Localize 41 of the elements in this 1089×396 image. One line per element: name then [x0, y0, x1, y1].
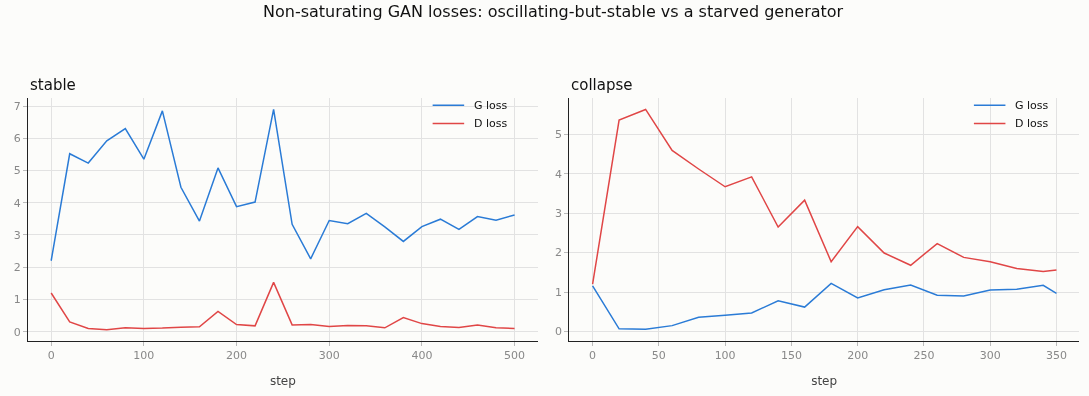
x-axis-title: step	[269, 374, 296, 389]
y-tick-label: 3	[555, 207, 563, 221]
x-tick-label: 100	[714, 349, 736, 363]
legend-label: D loss	[474, 117, 508, 130]
x-tick-label: 300	[979, 349, 1001, 363]
x-tick-label: 200	[226, 349, 248, 363]
y-tick-label: 2	[555, 246, 563, 260]
y-tick-label: 1	[13, 293, 21, 307]
y-tick-label: 3	[13, 228, 21, 242]
y-tick-label: 4	[555, 167, 563, 181]
legend-label: G loss	[474, 99, 508, 112]
x-tick-label: 0	[47, 349, 55, 363]
line-series	[591, 282, 1058, 330]
x-tick-label: 500	[504, 349, 526, 363]
y-tick-label: 6	[13, 132, 21, 146]
x-tick-label: 150	[780, 349, 802, 363]
x-tick-label: 100	[133, 349, 155, 363]
legend-label: G loss	[1015, 99, 1049, 112]
y-tick-label: 0	[555, 325, 563, 339]
x-tick-label: 400	[411, 349, 433, 363]
text: Non-saturating GAN losses: oscillating-but-stable vs a starved generator	[263, 2, 844, 21]
x-tick-label: 300	[318, 349, 340, 363]
chart-title: collapse	[571, 76, 633, 94]
y-tick-label: 7	[13, 99, 21, 113]
x-axis-title: step	[811, 374, 838, 389]
y-tick-label: 4	[13, 196, 21, 210]
y-tick-label: 0	[13, 325, 21, 339]
line-series	[50, 281, 516, 331]
y-tick-label: 1	[555, 285, 563, 299]
y-tick-label: 5	[555, 128, 563, 142]
x-tick-label: 200	[847, 349, 869, 363]
y-tick-label: 5	[13, 164, 21, 178]
x-tick-label: 250	[913, 349, 935, 363]
x-tick-label: 350	[1045, 349, 1067, 363]
x-tick-label: 50	[651, 349, 666, 363]
legend-label: D loss	[1015, 117, 1049, 130]
chart-title: stable	[30, 76, 76, 94]
x-tick-label: 0	[589, 349, 597, 363]
line-series	[50, 108, 516, 262]
line-series	[591, 108, 1058, 285]
y-tick-label: 2	[13, 261, 21, 275]
